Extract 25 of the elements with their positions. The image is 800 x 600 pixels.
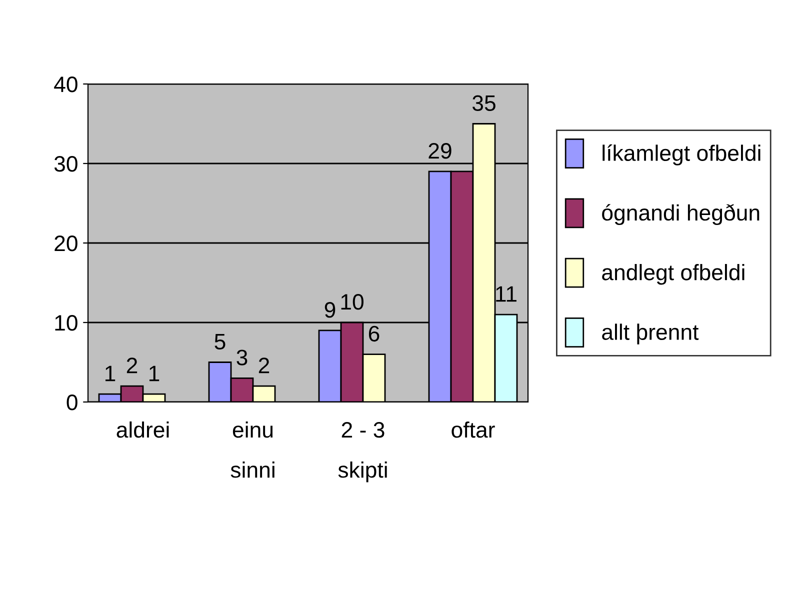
data-label: 35 xyxy=(472,95,496,112)
data-label: 3 xyxy=(236,350,248,366)
data-label: 9 xyxy=(324,302,336,318)
data-label: 2 xyxy=(258,358,270,374)
y-tick-label: 10 xyxy=(55,315,78,331)
legend-label: allt þrennt xyxy=(602,324,699,344)
y-tick-label: 40 xyxy=(54,76,78,92)
legend-label: andlegt ofbeldi xyxy=(602,264,744,285)
x-tick-label: aldrei xyxy=(116,421,169,438)
legend-label: líkamlegt ofbeldi xyxy=(602,144,760,166)
data-label: 10 xyxy=(341,294,364,310)
legend-label: ógnandi hegðun xyxy=(602,204,760,226)
data-label: 6 xyxy=(368,326,380,342)
data-label: 5 xyxy=(214,334,226,350)
y-tick-label: 0 xyxy=(66,394,78,410)
data-label: 11 xyxy=(496,286,516,302)
y-tick-label: 30 xyxy=(54,156,78,172)
y-tick-label: 20 xyxy=(54,236,78,252)
data-label: 2 xyxy=(126,358,138,374)
x-tick-label: einu sinni xyxy=(230,421,274,478)
data-label: 29 xyxy=(428,142,452,159)
data-label: 1 xyxy=(106,366,116,382)
x-tick-label: oftar xyxy=(452,421,495,438)
x-tick-label: 2 - 3 skipti xyxy=(338,422,387,482)
data-label: 1 xyxy=(150,366,160,382)
